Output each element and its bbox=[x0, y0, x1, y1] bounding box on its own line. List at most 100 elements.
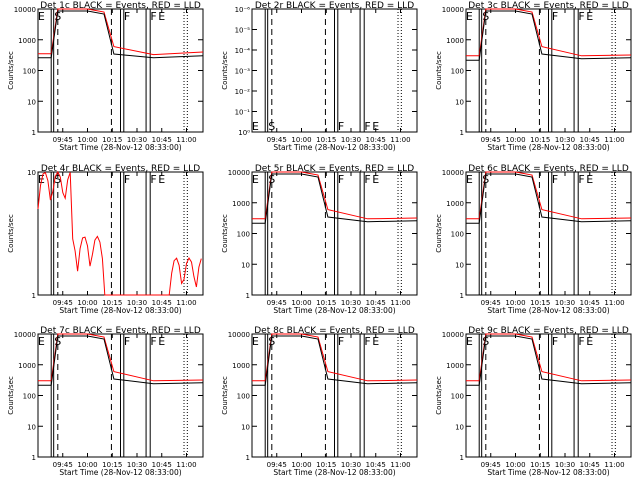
lld-series-line bbox=[466, 8, 632, 57]
y-axis-label: Counts/sec bbox=[7, 214, 15, 253]
flag-label: F bbox=[552, 173, 558, 186]
y-tick-label: 100 bbox=[237, 231, 250, 239]
y-tick-label: 10⁻⁵ bbox=[235, 27, 251, 35]
x-tick-label: 10:15 bbox=[530, 461, 550, 469]
y-tick-label: 1000 bbox=[18, 362, 36, 370]
x-tick-label: 10:00 bbox=[291, 136, 311, 144]
x-tick-label: 11:00 bbox=[176, 136, 196, 144]
y-tick-label: 10000 bbox=[228, 169, 250, 177]
y-tick-label: 10 bbox=[27, 98, 36, 106]
y-tick-label: 10000 bbox=[442, 331, 464, 339]
y-tick-label: 1 bbox=[246, 454, 250, 462]
x-axis-label: Start Time (28-Nov-12 08:33:00) bbox=[487, 306, 609, 315]
flag-label: E bbox=[372, 173, 379, 186]
events-series-line bbox=[38, 335, 204, 386]
panel-7: Det 7c BLACK = Events, RED = LLD 1 10 100 10… bbox=[7, 326, 204, 477]
x-tick-label: 10:00 bbox=[77, 136, 97, 144]
x-tick-label: 09:45 bbox=[481, 136, 501, 144]
flag-label: F bbox=[578, 173, 584, 186]
x-tick-label: 10:45 bbox=[366, 136, 386, 144]
x-tick-label: 10:30 bbox=[127, 136, 147, 144]
events-series-line bbox=[252, 173, 418, 224]
x-tick-label: 09:45 bbox=[267, 299, 287, 307]
flag-label: E bbox=[586, 335, 593, 348]
flag-label: E bbox=[38, 335, 45, 348]
flag-label: E bbox=[158, 173, 165, 186]
flag-label: F bbox=[552, 335, 558, 348]
x-tick-label: 10:15 bbox=[316, 461, 336, 469]
y-tick-label: 1 bbox=[32, 129, 36, 137]
panel-6: Det 6c BLACK = Events, RED = LLD 1 10 100 10… bbox=[435, 164, 632, 315]
flag-label: F bbox=[150, 10, 156, 23]
y-tick-label: 10000 bbox=[442, 6, 464, 14]
y-tick-label: 10 bbox=[27, 423, 36, 431]
x-axis-label: Start Time (28-Nov-12 08:33:00) bbox=[487, 143, 609, 152]
x-tick-label: 10:45 bbox=[152, 299, 172, 307]
flag-label: S bbox=[268, 120, 275, 133]
x-tick-label: 10:00 bbox=[77, 299, 97, 307]
x-tick-label: 10:00 bbox=[291, 461, 311, 469]
x-tick-label: 10:15 bbox=[102, 136, 122, 144]
x-tick-label: 10:15 bbox=[316, 136, 336, 144]
lld-series-line bbox=[466, 171, 632, 220]
flag-label: E bbox=[372, 120, 379, 133]
x-tick-label: 10:00 bbox=[505, 461, 525, 469]
flag-label: E bbox=[38, 10, 45, 23]
y-axis-label: Counts/sec bbox=[435, 214, 443, 253]
panel-title: Det 6c BLACK = Events, RED = LLD bbox=[468, 164, 629, 174]
events-series-line bbox=[466, 173, 632, 224]
x-tick-label: 11:00 bbox=[390, 461, 410, 469]
flag-label: S bbox=[54, 173, 61, 186]
x-axis-label: Start Time (28-Nov-12 08:33:00) bbox=[59, 143, 181, 152]
flag-label: S bbox=[54, 10, 61, 23]
y-axis-label: Counts/sec bbox=[7, 376, 15, 415]
y-tick-label: 10 bbox=[455, 423, 464, 431]
y-tick-label: 1 bbox=[460, 129, 464, 137]
x-tick-label: 09:45 bbox=[267, 136, 287, 144]
y-tick-label: 1000 bbox=[18, 37, 36, 45]
panel-5: Det 5r BLACK = Events, RED = LLD 1 10 100 10… bbox=[221, 164, 418, 315]
y-tick-label: 1000 bbox=[446, 37, 464, 45]
lld-series-line bbox=[38, 333, 204, 382]
flag-label: F bbox=[124, 10, 130, 23]
x-tick-label: 10:45 bbox=[152, 461, 172, 469]
flag-label: S bbox=[268, 335, 275, 348]
x-tick-label: 10:30 bbox=[555, 136, 575, 144]
x-axis-label: Start Time (28-Nov-12 08:33:00) bbox=[59, 306, 181, 315]
flag-label: E bbox=[586, 10, 593, 23]
y-axis-label: Counts/sec bbox=[221, 376, 229, 415]
panel-title: Det 9c BLACK = Events, RED = LLD bbox=[468, 326, 629, 336]
flag-label: E bbox=[372, 335, 379, 348]
y-tick-label: 10 bbox=[455, 261, 464, 269]
y-axis-label: Counts/sec bbox=[221, 214, 229, 253]
x-tick-label: 10:30 bbox=[341, 299, 361, 307]
panel-8: Det 8c BLACK = Events, RED = LLD 1 10 100 10… bbox=[221, 326, 418, 477]
flag-label: S bbox=[482, 173, 489, 186]
y-tick-label: 10000 bbox=[14, 331, 36, 339]
y-tick-label: 1 bbox=[32, 454, 36, 462]
lld-series-line bbox=[252, 171, 418, 220]
panel-1: Det 1c BLACK = Events, RED = LLD 1 10 100 10… bbox=[7, 1, 204, 152]
x-tick-label: 09:45 bbox=[481, 461, 501, 469]
y-tick-label: 100 bbox=[237, 393, 250, 401]
x-tick-label: 10:30 bbox=[127, 299, 147, 307]
x-axis-label: Start Time (28-Nov-12 08:33:00) bbox=[273, 143, 395, 152]
y-tick-label: 1 bbox=[246, 292, 250, 300]
x-axis-label: Start Time (28-Nov-12 08:33:00) bbox=[487, 468, 609, 477]
flag-label: E bbox=[158, 335, 165, 348]
x-tick-label: 11:00 bbox=[604, 136, 624, 144]
panel-title: Det 4r BLACK = Events, RED = LLD bbox=[41, 164, 200, 174]
x-tick-label: 10:00 bbox=[291, 299, 311, 307]
x-tick-label: 10:45 bbox=[580, 299, 600, 307]
x-tick-label: 10:45 bbox=[366, 299, 386, 307]
y-tick-label: 100 bbox=[23, 68, 36, 76]
y-tick-label: 10000 bbox=[14, 6, 36, 14]
x-tick-label: 09:45 bbox=[53, 136, 73, 144]
x-tick-label: 10:00 bbox=[77, 461, 97, 469]
flag-label: S bbox=[54, 335, 61, 348]
lld-series-line bbox=[37, 170, 202, 296]
x-tick-label: 10:30 bbox=[341, 136, 361, 144]
flag-label: F bbox=[364, 173, 370, 186]
y-axis-label: Counts/sec bbox=[7, 51, 15, 90]
y-tick-label: 10⁰ bbox=[238, 129, 250, 137]
